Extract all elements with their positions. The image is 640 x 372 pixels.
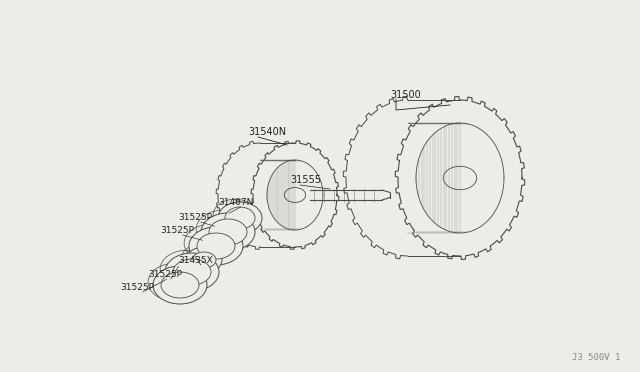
Text: 31500: 31500	[390, 90, 420, 100]
Ellipse shape	[201, 213, 255, 251]
Text: 31525P: 31525P	[148, 270, 182, 279]
Text: 31540N: 31540N	[248, 127, 286, 137]
Text: 31525P: 31525P	[178, 213, 212, 222]
Ellipse shape	[225, 207, 255, 229]
Ellipse shape	[197, 233, 235, 259]
Ellipse shape	[218, 202, 262, 234]
Ellipse shape	[153, 266, 207, 304]
Ellipse shape	[209, 219, 247, 245]
Text: 31435X: 31435X	[178, 256, 212, 265]
Ellipse shape	[189, 227, 243, 265]
Ellipse shape	[186, 247, 222, 273]
Text: 31525P: 31525P	[160, 226, 194, 235]
Text: 31525P: 31525P	[120, 283, 154, 292]
Ellipse shape	[192, 252, 216, 268]
Text: J3 500V 1: J3 500V 1	[572, 353, 620, 362]
Text: 31407N: 31407N	[218, 198, 253, 207]
Ellipse shape	[173, 259, 211, 285]
Ellipse shape	[161, 272, 199, 298]
Ellipse shape	[165, 253, 219, 291]
Text: 31555: 31555	[290, 175, 321, 185]
